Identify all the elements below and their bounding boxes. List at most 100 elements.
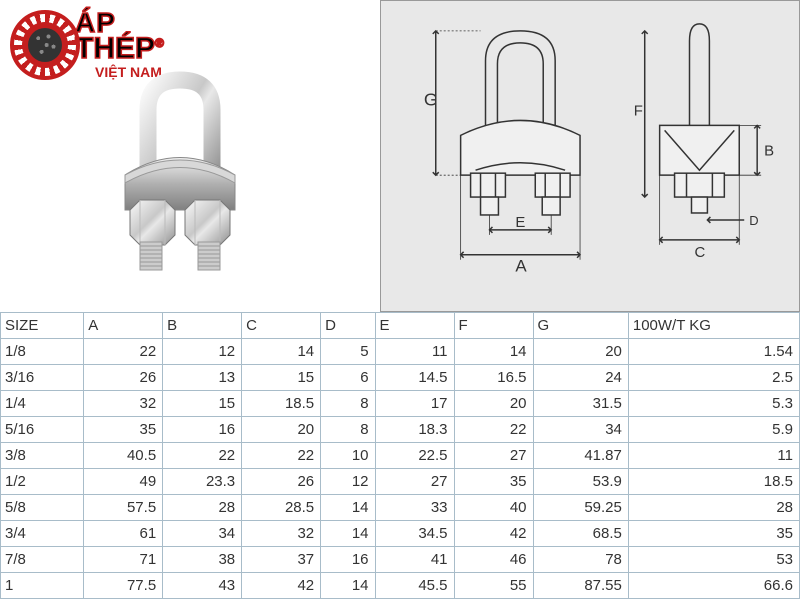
cell-value: 31.5 (533, 391, 628, 417)
table-row: 7/87138371641467853 (1, 547, 800, 573)
cell-value: 11 (628, 443, 799, 469)
cell-value: 27 (375, 469, 454, 495)
table-header-row: SIZEABCDEFG100W/T KG (1, 313, 800, 339)
cell-size: 3/16 (1, 365, 84, 391)
dim-g-label: G (424, 90, 438, 110)
cell-size: 1/8 (1, 339, 84, 365)
cell-value: 26 (84, 365, 163, 391)
cell-value: 22.5 (375, 443, 454, 469)
cell-value: 6 (321, 365, 375, 391)
cell-value: 87.55 (533, 573, 628, 599)
cell-value: 46 (454, 547, 533, 573)
cell-value: 55 (454, 573, 533, 599)
cell-value: 37 (242, 547, 321, 573)
cell-size: 5/16 (1, 417, 84, 443)
table-row: 177.543421445.55587.5566.6 (1, 573, 800, 599)
cell-value: 42 (242, 573, 321, 599)
cell-value: 35 (454, 469, 533, 495)
cell-value: 20 (242, 417, 321, 443)
col-c: C (242, 313, 321, 339)
cell-value: 71 (84, 547, 163, 573)
left-panel: ÁP THÉP® VIỆT NAM (0, 0, 380, 312)
cell-size: 1 (1, 573, 84, 599)
cell-value: 23.3 (163, 469, 242, 495)
cell-size: 3/8 (1, 443, 84, 469)
cell-value: 18.3 (375, 417, 454, 443)
cell-value: 28.5 (242, 495, 321, 521)
cell-value: 28 (628, 495, 799, 521)
cell-size: 3/4 (1, 521, 84, 547)
col-d: D (321, 313, 375, 339)
cell-value: 61 (84, 521, 163, 547)
dim-f-label: F (634, 102, 643, 119)
cell-value: 53 (628, 547, 799, 573)
cell-value: 15 (242, 365, 321, 391)
spec-table: SIZEABCDEFG100W/T KG 1/822121451114201.5… (0, 312, 800, 599)
cell-value: 18.5 (628, 469, 799, 495)
cell-value: 57.5 (84, 495, 163, 521)
cell-value: 22 (454, 417, 533, 443)
col-size: SIZE (1, 313, 84, 339)
cell-value: 68.5 (533, 521, 628, 547)
cell-value: 22 (242, 443, 321, 469)
dim-a-label: A (515, 257, 527, 276)
table-row: 3/16261315614.516.5242.5 (1, 365, 800, 391)
cell-value: 27 (454, 443, 533, 469)
registered-icon: ® (155, 36, 164, 50)
top-area: ÁP THÉP® VIỆT NAM (0, 0, 800, 312)
table-row: 5/16351620818.322345.9 (1, 417, 800, 443)
cell-value: 49 (84, 469, 163, 495)
cell-value: 17 (375, 391, 454, 417)
table-row: 3/46134321434.54268.535 (1, 521, 800, 547)
cell-value: 28 (163, 495, 242, 521)
cell-value: 14 (321, 495, 375, 521)
cell-value: 16 (321, 547, 375, 573)
cell-size: 5/8 (1, 495, 84, 521)
col-g: G (533, 313, 628, 339)
col-b: B (163, 313, 242, 339)
cell-value: 34 (533, 417, 628, 443)
dim-b-label: B (764, 142, 774, 159)
cell-value: 22 (163, 443, 242, 469)
cell-value: 34 (163, 521, 242, 547)
cell-value: 10 (321, 443, 375, 469)
col-a: A (84, 313, 163, 339)
cell-value: 16.5 (454, 365, 533, 391)
cell-value: 11 (375, 339, 454, 365)
spec-table-wrap: SIZEABCDEFG100W/T KG 1/822121451114201.5… (0, 312, 800, 599)
cell-value: 22 (84, 339, 163, 365)
cell-size: 1/2 (1, 469, 84, 495)
cell-value: 14 (321, 521, 375, 547)
cell-value: 12 (163, 339, 242, 365)
dim-d-label: D (749, 213, 758, 228)
cell-value: 2.5 (628, 365, 799, 391)
table-row: 1/4321518.58172031.55.3 (1, 391, 800, 417)
cell-value: 15 (163, 391, 242, 417)
cell-size: 7/8 (1, 547, 84, 573)
cell-value: 5.9 (628, 417, 799, 443)
cell-value: 14.5 (375, 365, 454, 391)
cell-value: 59.25 (533, 495, 628, 521)
dim-e-label: E (515, 214, 525, 231)
cell-value: 8 (321, 391, 375, 417)
cell-value: 13 (163, 365, 242, 391)
logo-line2: THÉP® (75, 35, 164, 62)
table-row: 1/24923.32612273553.918.5 (1, 469, 800, 495)
cell-value: 40.5 (84, 443, 163, 469)
cell-value: 35 (628, 521, 799, 547)
dim-c-label: C (694, 244, 705, 261)
cell-value: 53.9 (533, 469, 628, 495)
cell-value: 45.5 (375, 573, 454, 599)
cell-value: 20 (533, 339, 628, 365)
cell-value: 5.3 (628, 391, 799, 417)
col-100w-t-kg: 100W/T KG (628, 313, 799, 339)
cell-value: 40 (454, 495, 533, 521)
cell-value: 24 (533, 365, 628, 391)
table-row: 3/840.522221022.52741.8711 (1, 443, 800, 469)
col-f: F (454, 313, 533, 339)
cell-value: 8 (321, 417, 375, 443)
cell-value: 20 (454, 391, 533, 417)
cell-value: 18.5 (242, 391, 321, 417)
cell-value: 5 (321, 339, 375, 365)
table-row: 5/857.52828.514334059.2528 (1, 495, 800, 521)
